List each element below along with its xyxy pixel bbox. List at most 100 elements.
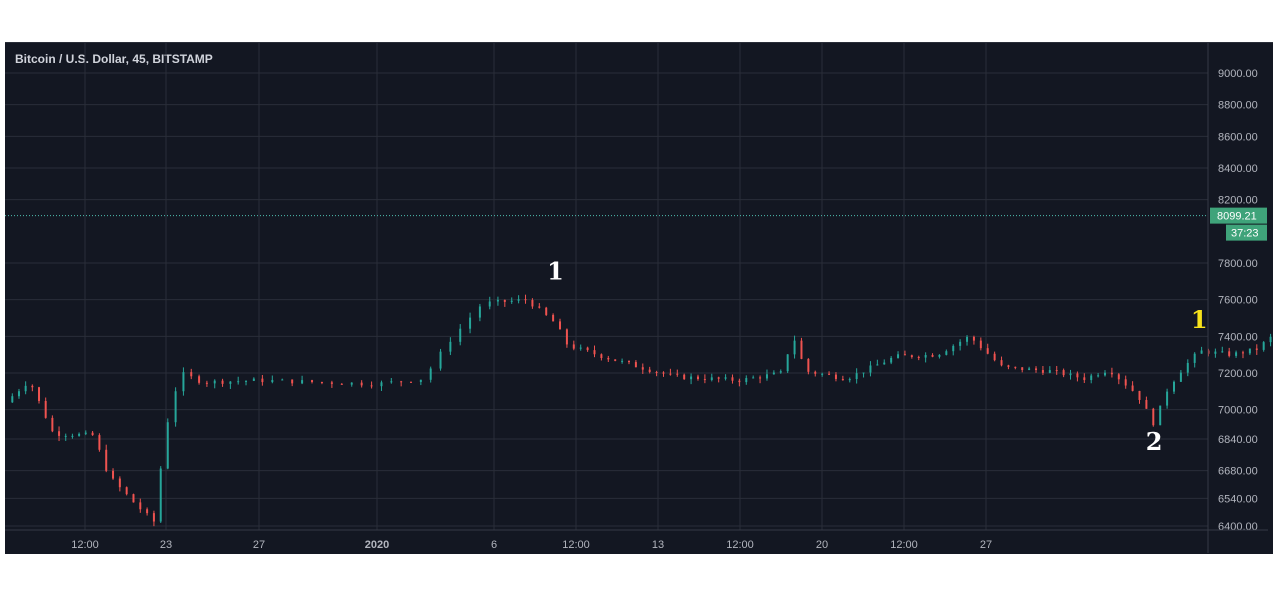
x-tick-label: 23 xyxy=(160,539,172,551)
candle-body xyxy=(449,341,452,352)
candle-body xyxy=(938,354,941,357)
candle-body xyxy=(814,371,817,374)
candle-body xyxy=(1007,365,1010,367)
candle-layer xyxy=(11,294,1272,527)
candle-body xyxy=(31,385,34,388)
candle-body xyxy=(152,513,155,522)
candle-body xyxy=(634,362,637,368)
x-tick-label: 27 xyxy=(980,539,992,551)
x-tick-label: 12:00 xyxy=(562,539,590,551)
candle-body xyxy=(64,435,67,437)
y-tick-label: 8400.00 xyxy=(1218,163,1258,175)
candle-body xyxy=(966,336,969,342)
y-tick-label: 6540.00 xyxy=(1218,493,1258,505)
candle-body xyxy=(132,494,135,503)
y-tick-label: 9000.00 xyxy=(1218,68,1258,80)
candle-body xyxy=(139,502,142,510)
candle-body xyxy=(1048,370,1051,373)
candle-body xyxy=(869,365,872,373)
candle-body xyxy=(1221,351,1224,353)
candle-body xyxy=(198,376,201,383)
y-tick-label: 7600.00 xyxy=(1218,295,1258,307)
candle-body xyxy=(1248,348,1251,354)
candle-body xyxy=(862,372,865,374)
candle-body xyxy=(538,306,541,308)
candle-body xyxy=(71,435,74,437)
chart-title: Bitcoin / U.S. Dollar, 45, BITSTAMP xyxy=(15,52,213,66)
y-tick-label: 7400.00 xyxy=(1218,331,1258,343)
candle-body xyxy=(986,348,989,354)
candle-body xyxy=(876,364,879,366)
wave-label: 1 xyxy=(1191,305,1208,334)
candle-body xyxy=(17,391,20,397)
candle-body xyxy=(261,378,264,383)
y-tick-label: 7200.00 xyxy=(1218,368,1258,380)
candle-body xyxy=(1131,385,1134,391)
candle-body xyxy=(1193,353,1196,363)
candle-body xyxy=(972,336,975,341)
candle-body xyxy=(166,422,169,469)
candle-body xyxy=(229,381,232,384)
candle-body xyxy=(752,377,755,379)
y-tick-label: 7000.00 xyxy=(1218,405,1258,417)
candle-body xyxy=(1069,373,1072,376)
countdown-value: 37:23 xyxy=(1231,228,1259,240)
candle-body xyxy=(1235,352,1238,356)
candle-body xyxy=(579,347,582,349)
candle-body xyxy=(58,431,61,436)
candle-body xyxy=(174,391,177,423)
candle-body xyxy=(1262,342,1265,350)
candle-body xyxy=(1041,370,1044,373)
candle-body xyxy=(98,435,101,450)
candle-body xyxy=(793,340,796,355)
candle-body xyxy=(1035,368,1038,371)
candle-body xyxy=(24,385,27,392)
grid-layer xyxy=(5,43,1208,530)
candle-body xyxy=(669,373,672,375)
candle-body xyxy=(78,433,81,436)
candle-body xyxy=(125,487,128,495)
chart-panel[interactable] xyxy=(5,42,1273,554)
candle-body xyxy=(731,377,734,381)
candle-body xyxy=(1076,373,1079,378)
candle-body xyxy=(1214,351,1217,354)
candle-body xyxy=(765,374,768,379)
candle-body xyxy=(559,321,562,330)
candle-body xyxy=(655,372,658,374)
candle-body xyxy=(311,380,314,383)
candle-body xyxy=(545,307,548,315)
y-tick-label: 8800.00 xyxy=(1218,100,1258,112)
candle-body xyxy=(510,300,513,302)
candle-body xyxy=(662,372,665,374)
y-tick-label: 8200.00 xyxy=(1218,195,1258,207)
candle-body xyxy=(301,380,304,384)
candle-body xyxy=(703,379,706,381)
candle-body xyxy=(252,378,255,381)
candle-body xyxy=(828,373,831,375)
candle-body xyxy=(1200,350,1203,354)
candle-body xyxy=(924,355,927,358)
axis-layer: 12:00 23 27 2020 6 12:00 13 12:00 20 12:00 27 9000.… xyxy=(5,43,1268,553)
candle-body xyxy=(565,329,568,345)
candle-body xyxy=(84,432,87,434)
x-tick-label: 20 xyxy=(816,539,828,551)
candle-body xyxy=(159,468,162,522)
candle-body xyxy=(855,373,858,380)
candle-body xyxy=(245,380,248,382)
candle-body xyxy=(1145,399,1148,409)
candle-body xyxy=(959,341,962,346)
candle-body xyxy=(627,360,630,363)
candle-body xyxy=(745,378,748,383)
candle-body xyxy=(1138,390,1141,400)
candle-body xyxy=(1110,372,1113,375)
y-tick-label: 7800.00 xyxy=(1218,258,1258,270)
candle-body xyxy=(51,417,54,432)
candle-body xyxy=(271,379,274,383)
candle-body xyxy=(641,367,644,370)
candle-body xyxy=(1186,362,1189,373)
candle-body xyxy=(11,396,14,403)
candle-body xyxy=(410,381,413,383)
candle-body xyxy=(931,355,934,357)
candle-body xyxy=(1228,351,1231,356)
